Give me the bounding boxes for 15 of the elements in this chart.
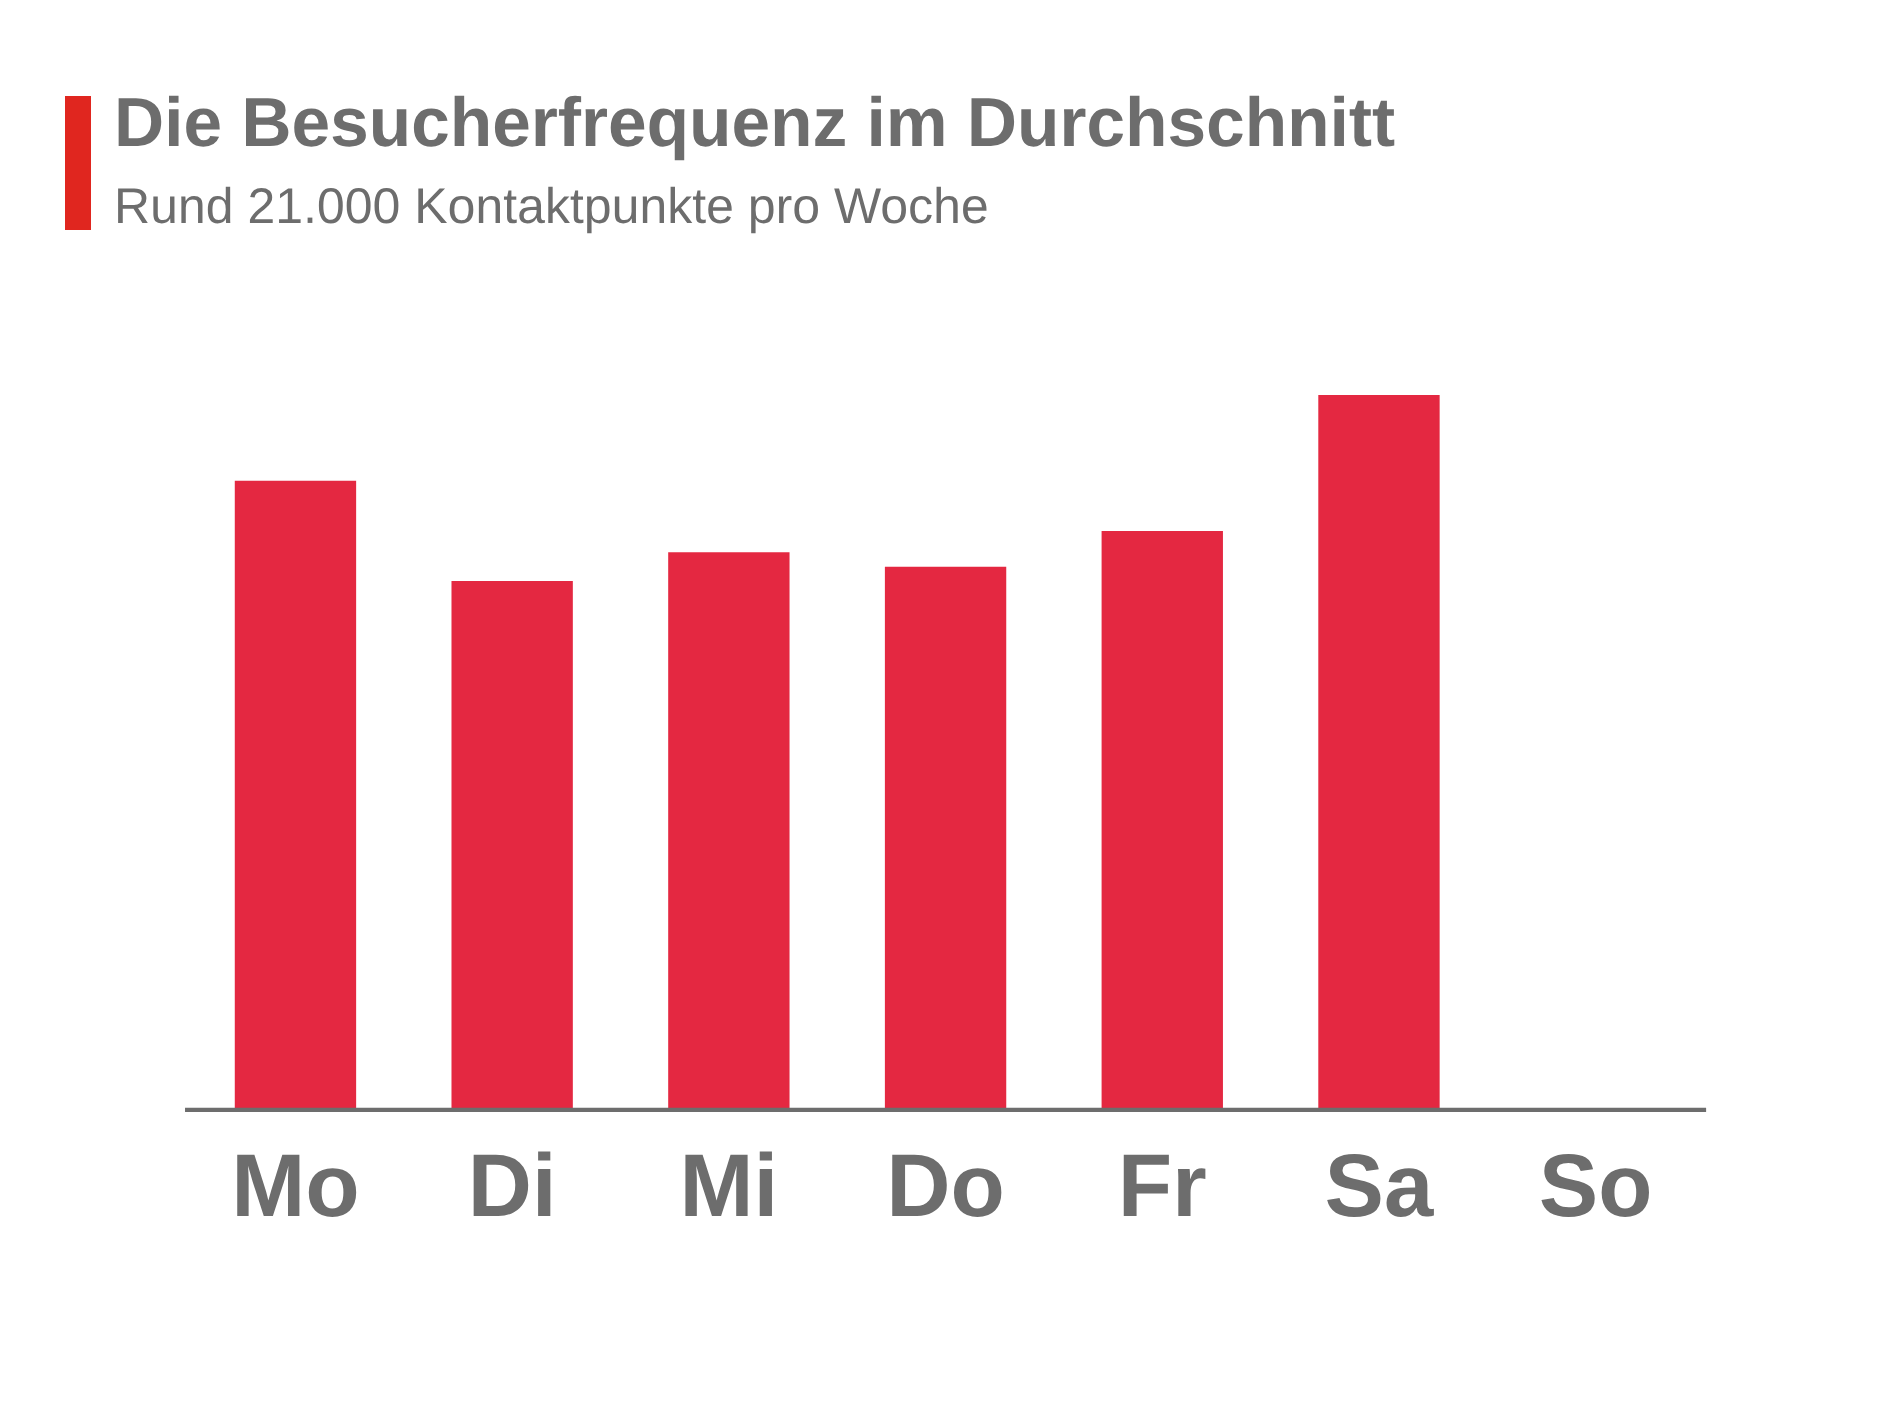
bar — [884, 566, 1007, 1110]
x-tick-label: Mi — [685, 1151, 772, 1217]
chart-title: Die Besucherfrequenz im Durchschnitt — [118, 95, 1395, 161]
x-tick-label: Fr — [1123, 1154, 1206, 1217]
x-tick-label: Do — [892, 1154, 1002, 1217]
bar — [668, 552, 790, 1110]
x-tick-label: So — [1541, 1153, 1649, 1217]
bar — [1318, 395, 1440, 1110]
chart-subtitle: Rund 21.000 Kontaktpunkte pro Woche — [118, 186, 987, 234]
bar — [234, 480, 357, 1110]
x-tick-label: Di — [473, 1151, 551, 1217]
x-tick-label: Mo — [237, 1154, 357, 1217]
bar — [451, 580, 573, 1110]
bar — [1101, 530, 1223, 1110]
x-tick-label: Sa — [1327, 1153, 1434, 1217]
